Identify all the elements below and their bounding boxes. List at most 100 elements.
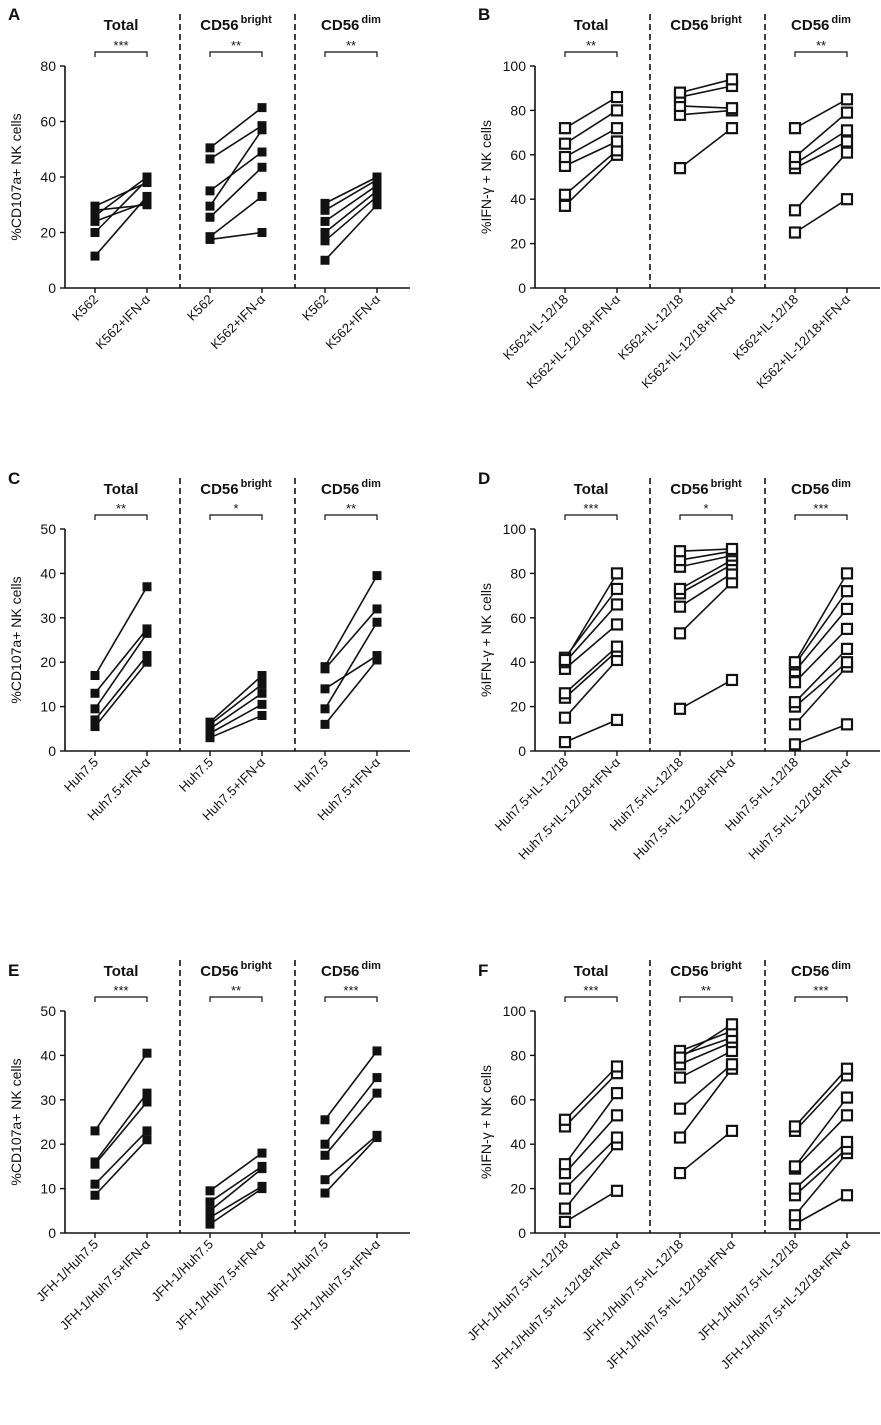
- y-tick-label: 60: [510, 1092, 526, 1108]
- y-axis-label: %IFN-γ + NK cells: [478, 120, 494, 234]
- data-point-after: [142, 1126, 152, 1136]
- data-point-before: [320, 228, 330, 237]
- data-point-after: [142, 657, 152, 667]
- data-point-before: [90, 722, 100, 732]
- group-title-main: Total: [104, 481, 139, 498]
- panel-letter: B: [478, 5, 490, 24]
- pair-line: [564, 719, 618, 743]
- panel-b: B %IFN-γ + NK cells 0 20 40 60 80 100 Total ** K56…: [478, 5, 880, 391]
- data-point-after: [142, 191, 152, 201]
- group-title: CD56 dim: [791, 14, 851, 34]
- y-tick-label: 0: [48, 1225, 56, 1241]
- significance-stars: **: [346, 38, 356, 53]
- data-point-after: [372, 1088, 382, 1098]
- pair-line: [679, 1068, 733, 1139]
- group-title: CD56 dim: [791, 478, 851, 498]
- y-tick-label: 0: [48, 743, 56, 759]
- y-axis-label: %CD107a+ NK cells: [8, 576, 24, 703]
- data-point-before: [673, 1051, 687, 1064]
- data-point-after: [610, 1060, 624, 1073]
- data-point-after: [725, 102, 739, 115]
- data-point-after: [610, 135, 624, 148]
- x-category-label: JFH-1/Huh7.5+IFN-α: [172, 1236, 269, 1333]
- pair-line: [94, 203, 148, 212]
- data-point-after: [840, 135, 854, 148]
- group-title-superscript: bright: [241, 478, 272, 490]
- y-tick-label: 20: [40, 225, 56, 241]
- data-point-after: [725, 122, 739, 135]
- y-tick-label: 0: [518, 1225, 526, 1241]
- data-point-before: [320, 205, 330, 215]
- group-title: CD56 dim: [321, 14, 381, 34]
- data-point-after: [372, 1046, 382, 1056]
- data-point-after: [257, 1181, 267, 1191]
- panel-letter: A: [8, 5, 20, 24]
- data-point-after: [840, 1091, 854, 1104]
- y-tick-label: 40: [40, 169, 56, 185]
- data-point-before: [788, 718, 802, 731]
- pair-line: [679, 109, 733, 116]
- panel-letter: E: [8, 961, 19, 980]
- data-point-before: [788, 204, 802, 217]
- data-point-before: [205, 717, 215, 727]
- significance-stars: *: [233, 501, 238, 516]
- y-tick-label: 50: [40, 1003, 56, 1019]
- x-category-label: Huh7.5: [176, 755, 216, 795]
- significance-stars: **: [231, 983, 241, 998]
- group-title-main: Total: [574, 17, 609, 34]
- pair-line: [679, 581, 733, 634]
- y-axis-label: %CD107a+ NK cells: [8, 113, 24, 240]
- data-point-before: [558, 711, 572, 724]
- pair-line: [794, 590, 848, 665]
- y-tick-label: 80: [510, 565, 526, 581]
- pair-line: [679, 1041, 733, 1066]
- pair-line: [794, 198, 848, 234]
- pair-line: [94, 655, 148, 721]
- data-point-after: [142, 1088, 152, 1098]
- x-category-label: K562+IL-12/18+IFN-α: [753, 291, 853, 391]
- data-point-after: [372, 604, 382, 614]
- data-point-after: [142, 582, 152, 592]
- data-point-before: [90, 1179, 100, 1189]
- y-tick-label: 80: [40, 58, 56, 74]
- data-point-after: [840, 1135, 854, 1149]
- data-point-after: [257, 162, 267, 172]
- data-point-before: [558, 1202, 572, 1215]
- group-title-superscript: bright: [711, 14, 742, 26]
- pair-line: [209, 231, 263, 241]
- pair-line: [324, 1136, 378, 1194]
- pair-line: [679, 1050, 733, 1079]
- panel-a: A%CD107a+ NK cells020406080Total***K562K…: [8, 5, 410, 352]
- pair-line: [209, 1185, 263, 1219]
- data-point-before: [673, 1166, 687, 1180]
- data-point-before: [90, 228, 100, 237]
- significance-bracket: [209, 51, 263, 57]
- data-point-after: [610, 1109, 624, 1122]
- pair-line: [794, 98, 848, 129]
- data-point-before: [320, 236, 330, 246]
- x-category-label: K562: [184, 292, 216, 324]
- data-point-after: [725, 73, 739, 86]
- pair-line: [209, 1187, 263, 1225]
- x-category-label: JFH-1/Huh7.5+IFN-α: [287, 1236, 384, 1333]
- data-point-before: [205, 1212, 215, 1222]
- group-title-main: Total: [104, 963, 139, 980]
- pair-line: [564, 1143, 618, 1210]
- y-tick-label: 100: [503, 1003, 527, 1019]
- y-tick-label: 0: [518, 280, 526, 296]
- data-point-after: [840, 193, 854, 206]
- data-point-after: [257, 1161, 267, 1171]
- significance-bracket: [324, 514, 378, 520]
- pair-line: [324, 654, 378, 690]
- data-point-before: [788, 1209, 802, 1222]
- data-point-after: [840, 146, 854, 159]
- group-2: CD56 dim***Huh7.5+IL-12/18Huh7.5+IL-12/18…: [722, 478, 853, 862]
- data-point-after: [142, 1048, 152, 1058]
- data-point-before: [205, 1197, 215, 1207]
- data-point-after: [372, 651, 382, 661]
- pair-line: [94, 628, 148, 694]
- pair-line: [564, 96, 618, 129]
- group-title-main: CD56: [791, 17, 829, 34]
